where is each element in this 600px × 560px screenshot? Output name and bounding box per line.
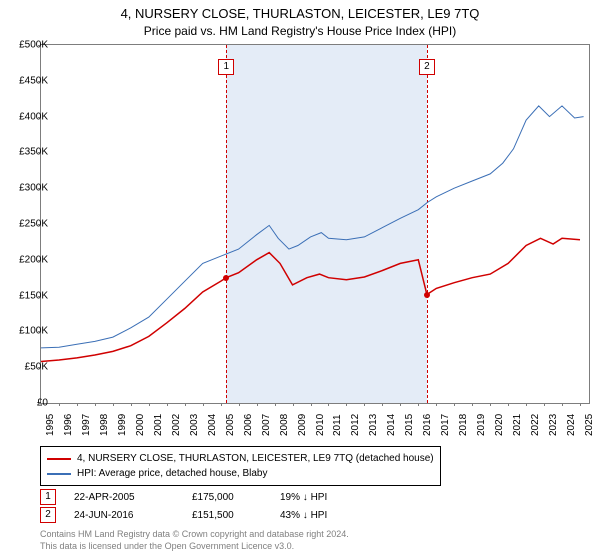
y-tick-label: £350K xyxy=(8,147,48,158)
x-tick-label: 2009 xyxy=(297,414,308,436)
x-tick-label: 2018 xyxy=(458,414,469,436)
x-tick-label: 1999 xyxy=(117,414,128,436)
sale-row-2: 2 24-JUN-2016 £151,500 43% ↓ HPI xyxy=(40,506,360,524)
legend-swatch-hpi xyxy=(47,473,71,475)
x-tick-label: 2005 xyxy=(225,414,236,436)
legend: 4, NURSERY CLOSE, THURLASTON, LEICESTER,… xyxy=(40,446,441,486)
x-tick-label: 1996 xyxy=(63,414,74,436)
x-tick-label: 2023 xyxy=(548,414,559,436)
sale-table: 1 22-APR-2005 £175,000 19% ↓ HPI 2 24-JU… xyxy=(40,488,360,524)
x-tick-label: 2017 xyxy=(440,414,451,436)
subject-line xyxy=(41,238,580,361)
x-tick-label: 2003 xyxy=(189,414,200,436)
sale-price-2: £151,500 xyxy=(192,510,262,521)
chart-title-address: 4, NURSERY CLOSE, THURLASTON, LEICESTER,… xyxy=(0,6,600,21)
x-tick-label: 2020 xyxy=(494,414,505,436)
sale-num-2: 2 xyxy=(40,507,56,523)
x-tick-label: 2025 xyxy=(584,414,595,436)
x-tick-label: 2013 xyxy=(368,414,379,436)
x-tick-label: 2004 xyxy=(207,414,218,436)
y-tick-label: £200K xyxy=(8,254,48,265)
x-tick-label: 2011 xyxy=(332,414,343,436)
sale-price-1: £175,000 xyxy=(192,492,262,503)
y-tick-label: £0 xyxy=(8,398,48,409)
y-tick-label: £100K xyxy=(8,326,48,337)
y-tick-label: £400K xyxy=(8,111,48,122)
y-tick-label: £500K xyxy=(8,40,48,51)
sale-num-1: 1 xyxy=(40,489,56,505)
x-tick-label: 2022 xyxy=(530,414,541,436)
x-tick-label: 2012 xyxy=(350,414,361,436)
attribution-line-2: This data is licensed under the Open Gov… xyxy=(40,540,349,552)
sale-delta-2: 43% ↓ HPI xyxy=(280,510,360,521)
sale-date-1: 22-APR-2005 xyxy=(74,492,174,503)
chart-subtitle: Price paid vs. HM Land Registry's House … xyxy=(0,24,600,38)
x-tick-label: 2002 xyxy=(171,414,182,436)
sale-dot-1 xyxy=(223,275,229,281)
chart-container: 4, NURSERY CLOSE, THURLASTON, LEICESTER,… xyxy=(0,0,600,560)
x-tick-label: 1995 xyxy=(45,414,56,436)
x-tick-label: 2015 xyxy=(404,414,415,436)
sale-dot-2 xyxy=(424,292,430,298)
x-tick-label: 2006 xyxy=(243,414,254,436)
line-layer xyxy=(41,45,589,403)
x-tick-label: 2021 xyxy=(512,414,523,436)
legend-row-subject: 4, NURSERY CLOSE, THURLASTON, LEICESTER,… xyxy=(47,451,434,466)
x-tick-label: 2010 xyxy=(315,414,326,436)
legend-swatch-subject xyxy=(47,458,71,460)
sale-delta-1: 19% ↓ HPI xyxy=(280,492,360,503)
x-tick-label: 2008 xyxy=(279,414,290,436)
x-tick-label: 1997 xyxy=(81,414,92,436)
x-tick-label: 2001 xyxy=(153,414,164,436)
x-tick-label: 2000 xyxy=(135,414,146,436)
x-tick-label: 1998 xyxy=(99,414,110,436)
legend-row-hpi: HPI: Average price, detached house, Blab… xyxy=(47,466,434,481)
sale-row-1: 1 22-APR-2005 £175,000 19% ↓ HPI xyxy=(40,488,360,506)
x-tick-label: 2016 xyxy=(422,414,433,436)
y-tick-label: £50K xyxy=(8,362,48,373)
attribution-line-1: Contains HM Land Registry data © Crown c… xyxy=(40,528,349,540)
y-tick-label: £300K xyxy=(8,183,48,194)
y-tick-label: £150K xyxy=(8,290,48,301)
x-tick-label: 2007 xyxy=(261,414,272,436)
attribution: Contains HM Land Registry data © Crown c… xyxy=(40,528,349,552)
hpi-line xyxy=(41,106,584,348)
plot-area: 1 2 xyxy=(40,44,590,404)
x-tick-label: 2019 xyxy=(476,414,487,436)
legend-label-hpi: HPI: Average price, detached house, Blab… xyxy=(77,466,268,481)
sale-flag-2: 2 xyxy=(419,59,435,75)
sale-date-2: 24-JUN-2016 xyxy=(74,510,174,521)
legend-label-subject: 4, NURSERY CLOSE, THURLASTON, LEICESTER,… xyxy=(77,451,434,466)
y-tick-label: £450K xyxy=(8,75,48,86)
x-tick-label: 2014 xyxy=(386,414,397,436)
sale-flag-1: 1 xyxy=(218,59,234,75)
x-tick-label: 2024 xyxy=(566,414,577,436)
y-tick-label: £250K xyxy=(8,219,48,230)
